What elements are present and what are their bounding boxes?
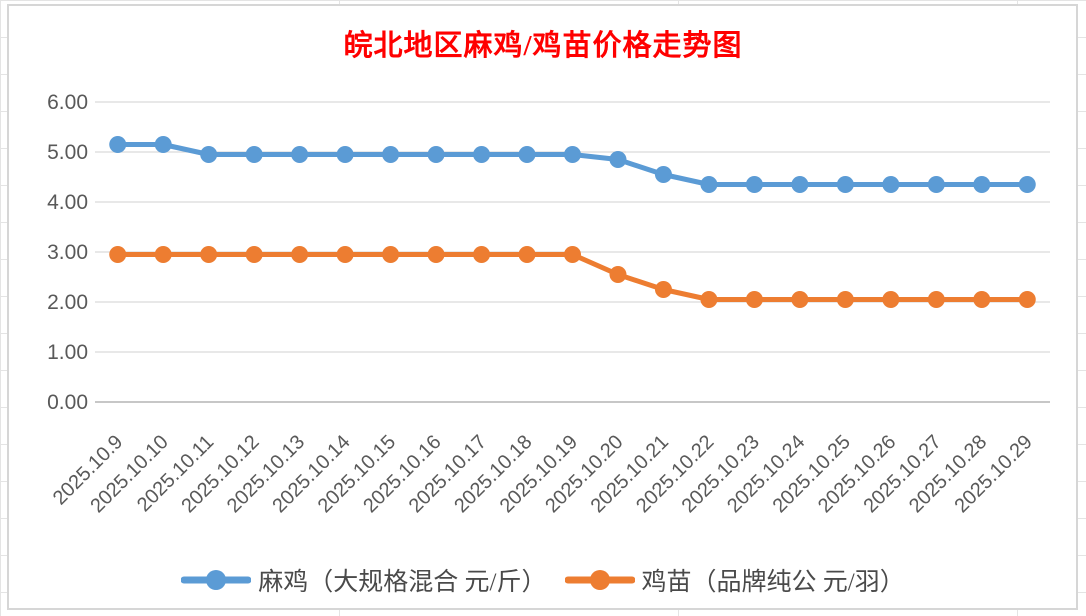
svg-text:1.00: 1.00 [47,341,88,364]
svg-text:2.00: 2.00 [47,291,88,314]
legend-label-machicken: 麻鸡（大规格混合 元/斤） [258,569,547,596]
svg-text:5.00: 5.00 [47,141,88,164]
blue-line-marker-icon [181,570,252,590]
legend-label-chick: 鸡苗（品牌纯公 元/羽） [641,569,905,596]
svg-text:4.00: 4.00 [47,191,88,214]
legend-item-machicken: 麻鸡（大规格混合 元/斤） [181,562,547,598]
chart-frame [7,4,1078,610]
legend-item-chick: 鸡苗（品牌纯公 元/羽） [564,562,905,598]
orange-line-marker-icon [564,570,635,590]
svg-text:6.00: 6.00 [47,91,88,114]
svg-text:3.00: 3.00 [47,241,88,264]
svg-text:0.00: 0.00 [47,391,88,414]
chart-title: 皖北地区麻鸡/鸡苗价格走势图 [343,30,743,62]
legend: 麻鸡（大规格混合 元/斤） 鸡苗（品牌纯公 元/羽） [0,562,1086,598]
